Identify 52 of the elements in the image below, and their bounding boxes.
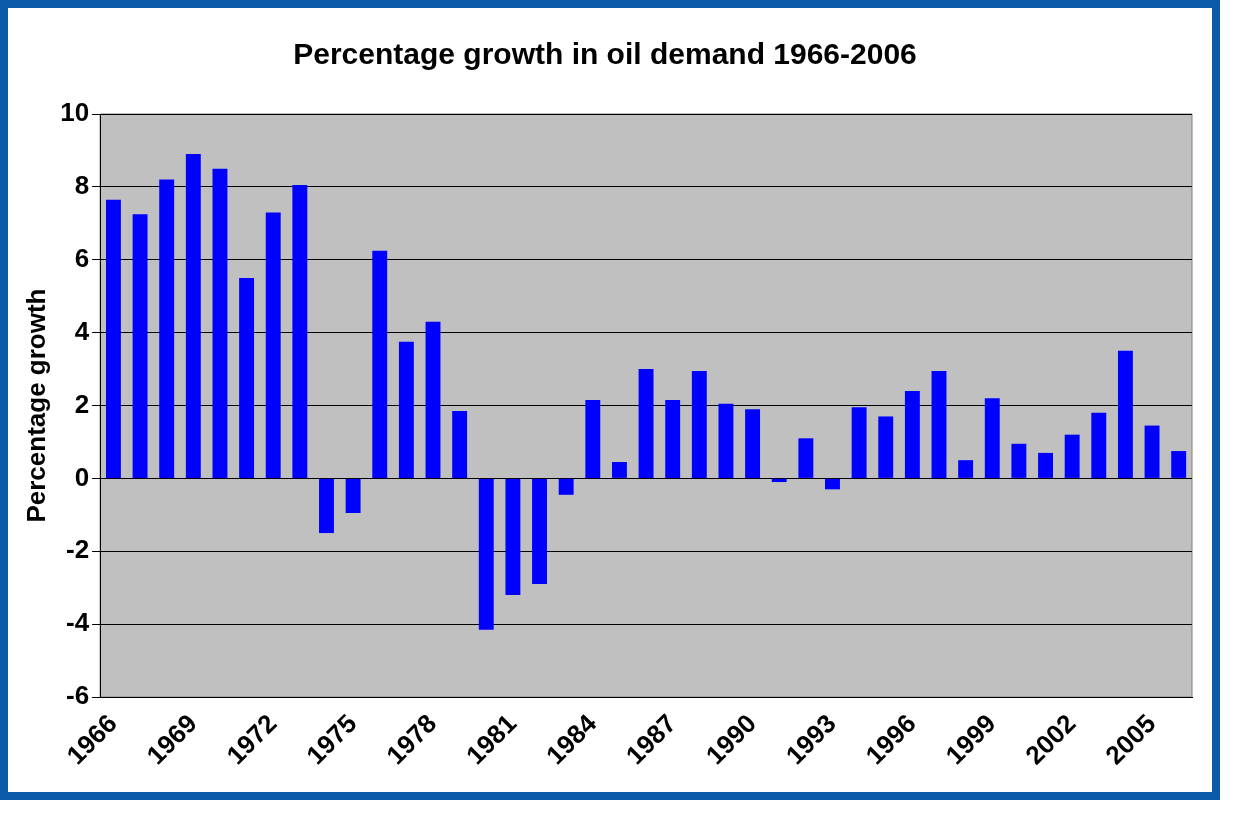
y-tick-label: 0 — [74, 461, 90, 492]
bar — [265, 212, 281, 478]
y-tick-label: -4 — [65, 607, 90, 638]
bar — [478, 478, 494, 630]
bar — [1171, 451, 1187, 478]
bar — [1064, 434, 1080, 478]
bar — [1144, 425, 1160, 478]
bar — [1011, 443, 1027, 478]
bar — [105, 199, 121, 478]
y-tick-label: 10 — [60, 97, 90, 128]
bar — [319, 478, 334, 534]
bar — [585, 400, 601, 478]
bar — [292, 185, 308, 478]
bar — [185, 154, 201, 478]
bar — [851, 407, 867, 478]
bar — [665, 400, 681, 478]
y-axis-title: Percentage growth — [20, 288, 51, 523]
bar — [958, 460, 974, 478]
y-tick-label: 4 — [74, 315, 90, 346]
bar — [398, 341, 414, 478]
bar — [159, 179, 175, 478]
bar — [1117, 350, 1133, 478]
bar — [132, 214, 148, 478]
y-tick-label: 2 — [74, 388, 90, 419]
y-tick-label: 8 — [74, 170, 90, 201]
y-tick-label: 6 — [74, 242, 90, 273]
bar — [212, 168, 228, 478]
bar — [798, 438, 814, 478]
bar — [239, 277, 255, 478]
bar — [931, 370, 947, 478]
bar — [691, 370, 707, 478]
bar — [558, 478, 574, 495]
bar — [505, 478, 521, 596]
bar — [878, 416, 894, 478]
bar — [1038, 452, 1053, 478]
bar — [984, 398, 1000, 478]
bar — [638, 369, 654, 478]
bar — [718, 403, 734, 478]
y-tick-label: -2 — [65, 534, 90, 565]
bar — [904, 390, 920, 478]
bar — [532, 478, 547, 585]
bar — [825, 478, 840, 490]
y-tick-label: -6 — [65, 680, 90, 711]
chart-title: Percentage growth in oil demand 1966-2006 — [293, 37, 917, 71]
bar — [425, 321, 441, 478]
bar — [1091, 412, 1107, 478]
bar — [771, 478, 787, 483]
bar — [611, 462, 627, 478]
bar — [345, 478, 361, 514]
bar — [745, 409, 761, 478]
bar — [452, 410, 468, 478]
bar — [372, 250, 388, 478]
